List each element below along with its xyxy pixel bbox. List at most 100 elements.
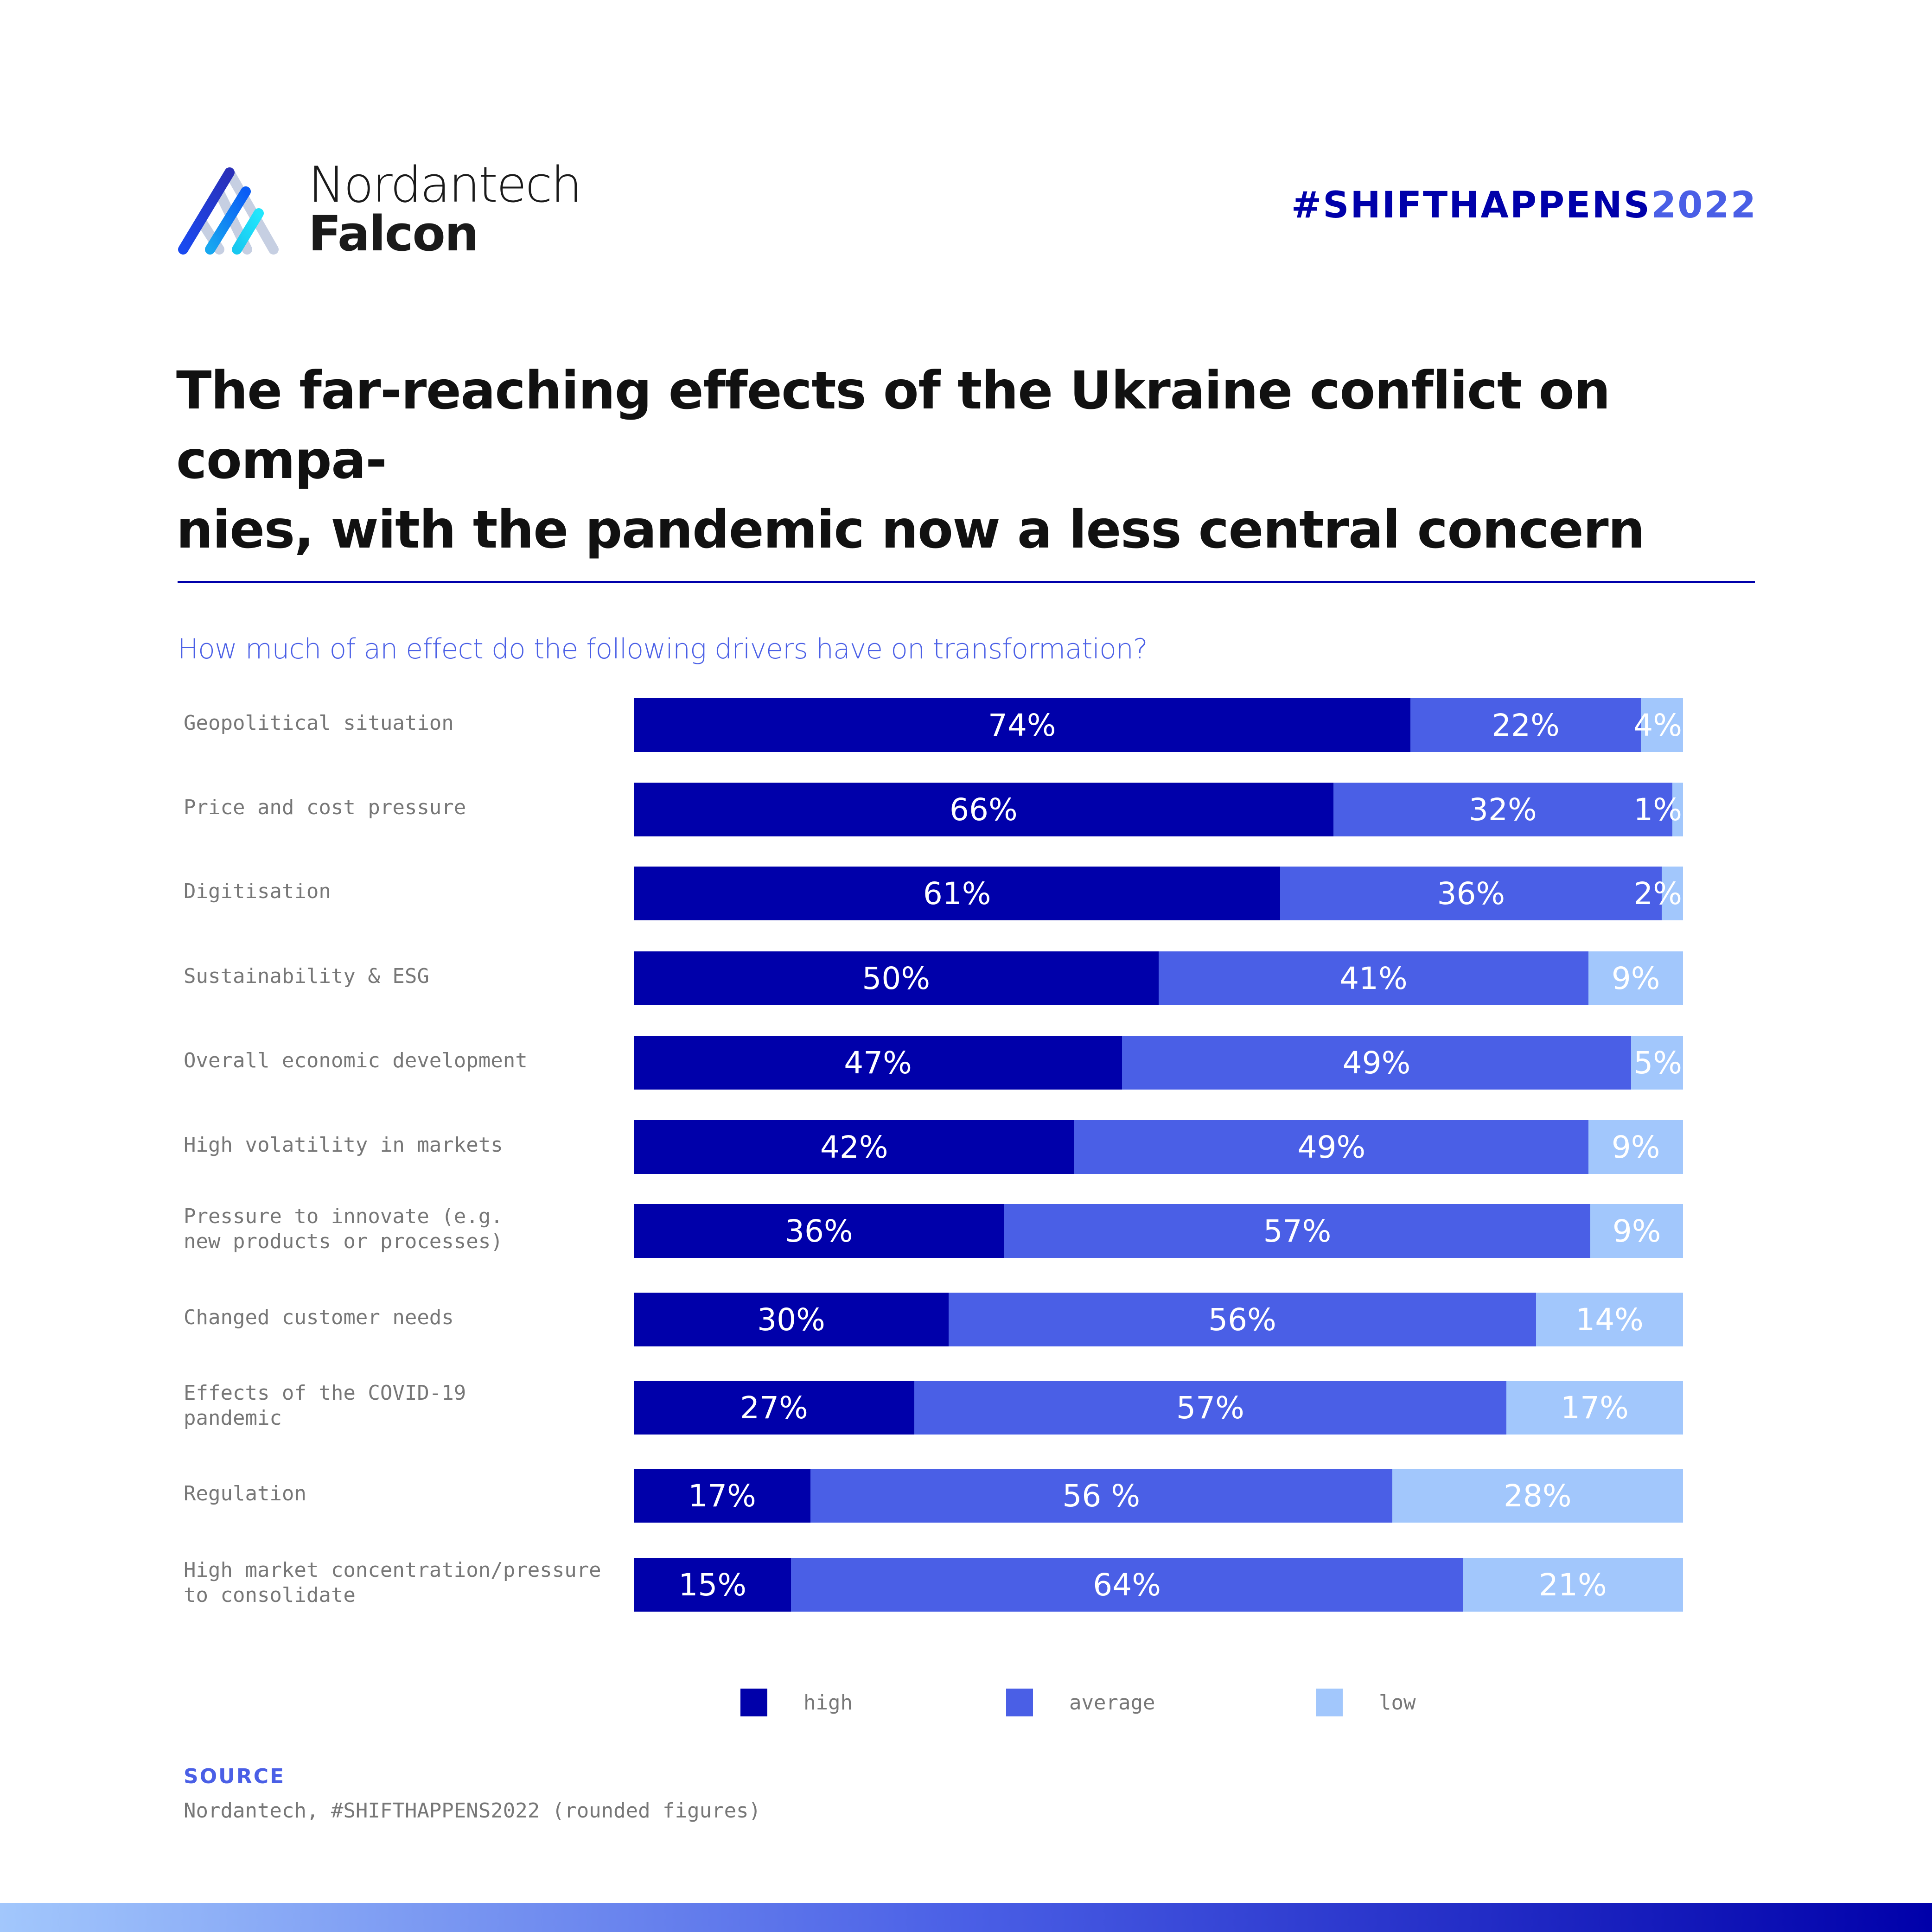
- data-label: 15%: [678, 1567, 747, 1603]
- footer-gradient-bar: [0, 1903, 1932, 1932]
- page-title: The far-reaching effects of the Ukraine …: [176, 356, 1762, 565]
- data-label: 30%: [757, 1301, 825, 1338]
- bar-segment-low: 2%: [1633, 867, 1683, 920]
- brand-name-nordantech: Nordantech: [308, 156, 582, 213]
- data-label: 9%: [1611, 1129, 1660, 1165]
- bar-segment-high: 27%: [634, 1381, 914, 1435]
- bar-segment-low: 9%: [1590, 1204, 1683, 1258]
- bar-segment-average: 32%: [1333, 783, 1673, 836]
- legend-label: high: [803, 1690, 853, 1715]
- row-label: Digitisation: [184, 880, 331, 903]
- bar-segment-low: 1%: [1633, 783, 1683, 836]
- chart-title: How much of an effect do the following d…: [178, 633, 1148, 665]
- bar-segment-low: 28%: [1392, 1469, 1683, 1523]
- data-label: 5%: [1633, 1045, 1682, 1081]
- bar-segment-average: 56 %: [810, 1469, 1392, 1523]
- bar-segment-low: 4%: [1633, 698, 1683, 752]
- page-title-line-1: The far-reaching effects of the Ukraine …: [176, 361, 1611, 491]
- bar-row: 36% 57% 9%: [634, 1204, 1683, 1258]
- bar-segment-high: 42%: [634, 1120, 1075, 1174]
- bar-segment-low: 9%: [1588, 951, 1683, 1005]
- bar-segment-low: 9%: [1588, 1120, 1683, 1174]
- data-label: 28%: [1503, 1478, 1572, 1514]
- bar-row: 42% 49% 9%: [634, 1120, 1683, 1174]
- row-label: Price and cost pressure: [184, 796, 466, 819]
- data-label: 49%: [1297, 1129, 1366, 1165]
- source-text: Nordantech, #SHIFTHAPPENS2022 (rounded f…: [184, 1799, 761, 1823]
- data-label: 32%: [1469, 791, 1537, 828]
- bar-segment-average: 56%: [948, 1293, 1537, 1346]
- brand-name-falcon: Falcon: [308, 205, 479, 262]
- data-label: 2%: [1633, 875, 1682, 912]
- source-heading: SOURCE: [184, 1765, 286, 1788]
- bar-segment-average: 57%: [1004, 1204, 1591, 1258]
- data-label: 74%: [988, 707, 1056, 743]
- row-label: High market concentration/pressure to co…: [184, 1558, 601, 1607]
- legend-swatch-average: [1006, 1689, 1033, 1716]
- legend-item-average: average: [1006, 1689, 1155, 1716]
- legend-swatch-low: [1316, 1689, 1343, 1716]
- page-title-line-2: nies, with the pandemic now a less centr…: [176, 500, 1645, 560]
- row-label: Sustainability & ESG: [184, 964, 429, 988]
- row-label: Geopolitical situation: [184, 711, 454, 735]
- bar-segment-average: 64%: [791, 1558, 1463, 1612]
- bar-segment-high: 66%: [634, 783, 1333, 836]
- data-label: 56%: [1208, 1301, 1276, 1338]
- bar-row: 66% 32% 1%: [634, 783, 1683, 836]
- data-label: 42%: [820, 1129, 888, 1165]
- row-label: Regulation: [184, 1482, 306, 1505]
- data-label: 4%: [1633, 707, 1682, 743]
- bar-row: 27% 57% 17%: [634, 1381, 1683, 1435]
- legend-swatch-high: [740, 1689, 767, 1716]
- data-label: 9%: [1612, 1213, 1661, 1249]
- data-label: 27%: [740, 1390, 808, 1426]
- data-label: 66%: [949, 791, 1018, 828]
- row-label: Overall economic development: [184, 1049, 528, 1072]
- bar-row: 74% 22% 4%: [634, 698, 1683, 752]
- data-label: 36%: [1437, 875, 1505, 912]
- bar-segment-average: 41%: [1158, 951, 1589, 1005]
- legend-item-low: low: [1316, 1689, 1416, 1716]
- legend-label: average: [1069, 1690, 1155, 1715]
- bar-segment-average: 22%: [1410, 698, 1641, 752]
- hashtag-label: #SHIFTHAPPENS2022: [1291, 187, 1757, 223]
- data-label: 21%: [1539, 1567, 1607, 1603]
- data-label: 17%: [1561, 1390, 1629, 1426]
- data-label: 36%: [785, 1213, 853, 1249]
- row-label: Pressure to innovate (e.g. new products …: [184, 1205, 503, 1253]
- data-label: 49%: [1342, 1045, 1411, 1081]
- data-label: 57%: [1176, 1390, 1244, 1426]
- bar-segment-low: 14%: [1536, 1293, 1683, 1346]
- bar-segment-average: 49%: [1122, 1036, 1631, 1090]
- bar-row: 17% 56 % 28%: [634, 1469, 1683, 1523]
- data-label: 64%: [1093, 1567, 1161, 1603]
- bar-segment-high: 74%: [634, 698, 1410, 752]
- data-label: 14%: [1575, 1301, 1644, 1338]
- stacked-bar-chart: Geopolitical situation 74% 22% 4% Price and …: [184, 698, 1683, 1612]
- title-divider: [178, 581, 1755, 583]
- bar-segment-high: 47%: [634, 1036, 1122, 1090]
- data-label: 50%: [862, 960, 931, 996]
- bar-segment-high: 30%: [634, 1293, 949, 1346]
- bar-segment-high: 50%: [634, 951, 1159, 1005]
- nordantech-falcon-logo-icon: [178, 167, 279, 255]
- bar-segment-high: 17%: [634, 1469, 810, 1523]
- bar-segment-average: 49%: [1074, 1120, 1589, 1174]
- chart-legend: high average low: [0, 1689, 1932, 1716]
- hashtag-prefix: #SHIFTHAPPENS: [1291, 185, 1651, 226]
- row-label: High volatility in markets: [184, 1133, 503, 1157]
- data-label: 1%: [1633, 791, 1682, 828]
- bar-row: 61% 36% 2%: [634, 867, 1683, 920]
- data-label: 61%: [923, 875, 991, 912]
- row-label: Changed customer needs: [184, 1306, 454, 1329]
- hashtag-year: 2022: [1651, 185, 1757, 226]
- bar-row: 47% 49% 5%: [634, 1036, 1683, 1090]
- data-label: 56 %: [1062, 1478, 1141, 1514]
- data-label: 22%: [1492, 707, 1560, 743]
- data-label: 9%: [1611, 960, 1660, 996]
- bar-segment-high: 36%: [634, 1204, 1004, 1258]
- bar-segment-low: 21%: [1462, 1558, 1683, 1612]
- bar-row: 15% 64% 21%: [634, 1558, 1683, 1612]
- bar-segment-average: 57%: [914, 1381, 1507, 1435]
- bar-segment-high: 61%: [634, 867, 1281, 920]
